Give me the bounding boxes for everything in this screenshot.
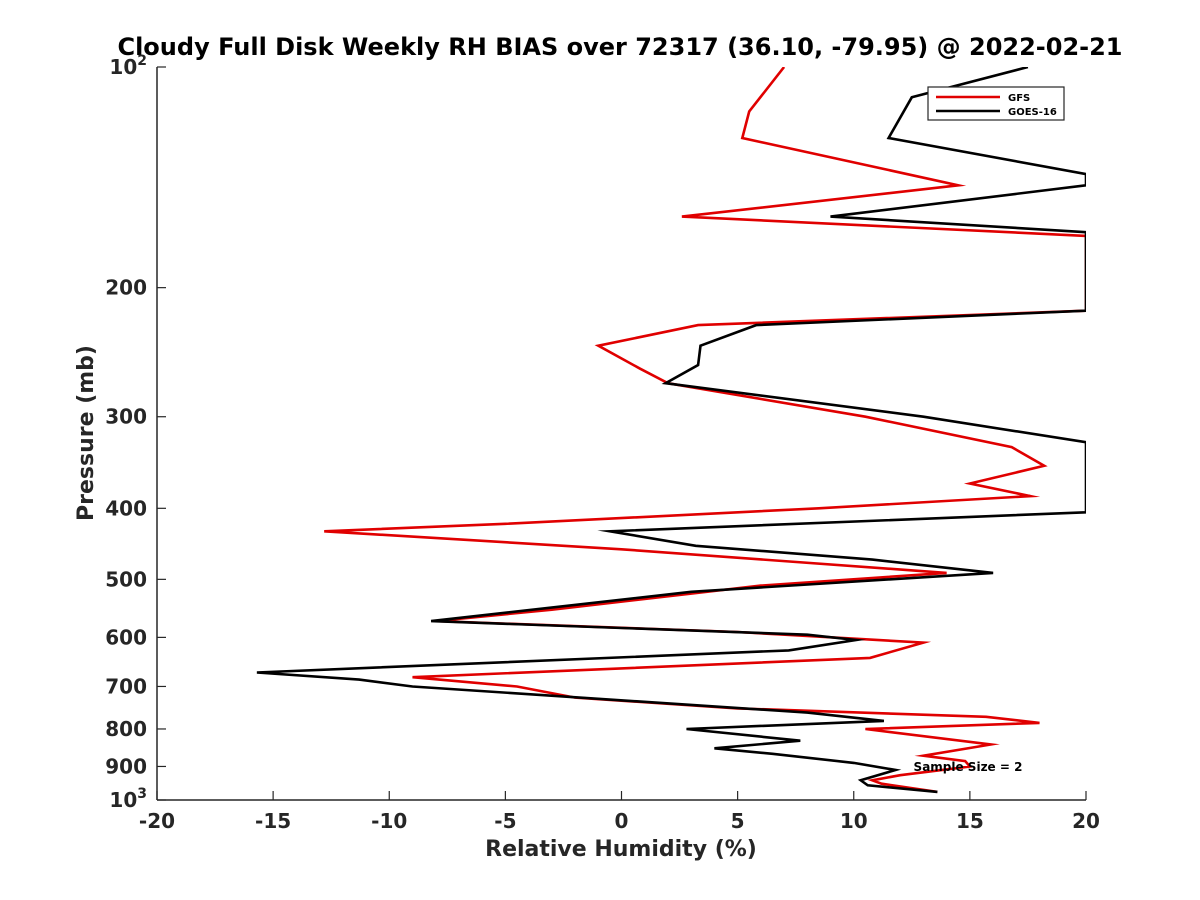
legend-box [927,86,1065,121]
y-axis-label: Pressure (mb) [74,345,99,521]
x-tick-label: 20 [1072,809,1100,833]
y-tick-label: 103 [109,786,147,812]
series-line-goes-16 [256,67,1086,794]
y-tick-label: 400 [105,496,147,520]
y-tick-label: 300 [105,405,147,429]
x-tick-label: 5 [731,809,745,833]
series-layer [256,67,1086,794]
x-tick-label: 15 [956,809,984,833]
y-tick-label: 700 [105,674,147,698]
y-tick-label: 800 [105,717,147,741]
x-tick-label: -20 [139,809,175,833]
legend-entry-label: GFS [1008,93,1030,104]
legend-entry-label: GOES-16 [1008,107,1057,118]
x-tick-label: -5 [494,809,516,833]
chart-title: Cloudy Full Disk Weekly RH BIAS over 723… [117,33,1122,61]
x-tick-label: 0 [615,809,629,833]
y-tick-label: 102 [109,53,147,79]
y-tick-label: 500 [105,567,147,591]
y-tick-label: 600 [105,625,147,649]
x-tick-label: 10 [840,809,868,833]
legend: GFS GOES-16 [927,86,1065,121]
x-axis-label: Relative Humidity (%) [485,837,757,862]
y-tick-label: 200 [105,276,147,300]
x-tick-label: -15 [255,809,291,833]
x-tick-label: -10 [371,809,407,833]
axes: -20 -15 -10 -5 0 5 10 15 20 102 200 300 400 500 600 700… [105,53,1100,833]
y-tick-label: 900 [105,754,147,778]
sample-size-annotation: Sample Size = 2 [914,760,1023,774]
series-line-gfs [324,67,1086,794]
